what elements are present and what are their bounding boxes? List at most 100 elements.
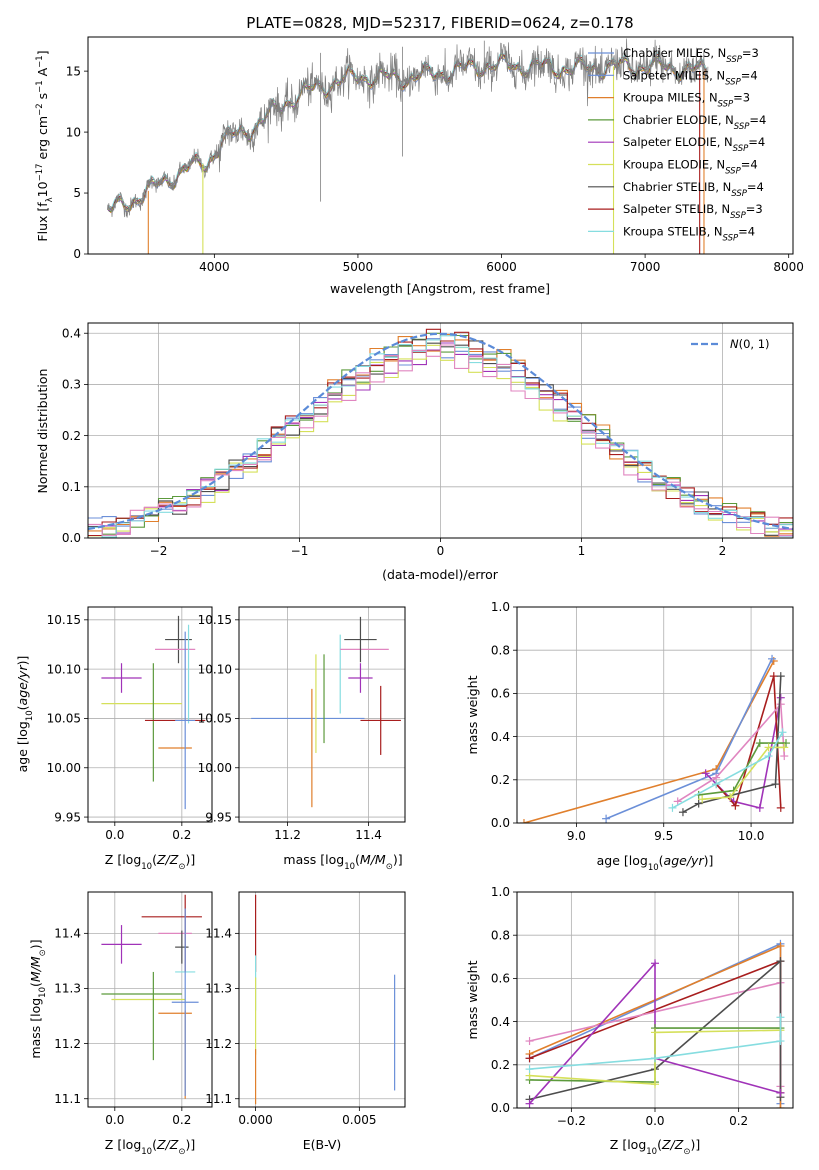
x-tick-label: 9.0 [567, 829, 586, 843]
plot-area-spectrum [107, 38, 709, 254]
x-tick-label: 1 [578, 544, 586, 558]
y-tick-label: 11.1 [54, 1092, 81, 1106]
plot-area-mass_vs_EBV [255, 894, 396, 1105]
y-tick-label: 0.6 [491, 687, 510, 701]
mass-weight-marker [525, 1037, 534, 1046]
y-tick-label: 1.0 [491, 600, 510, 614]
mass-weight-marker [731, 801, 740, 810]
x-tick-label: 0.005 [342, 1113, 376, 1127]
x-tick-label: 0.0 [645, 1114, 664, 1128]
y-tick-label: 0.3 [62, 378, 81, 392]
x-axis-label: E(B-V) [303, 1137, 342, 1152]
mass-weight-marker [651, 1054, 659, 1063]
y-tick-label: 10.10 [47, 662, 81, 676]
data-point [101, 925, 142, 964]
panel-age_vs_mass: 11.2 11.4 9.95 10.00 10.05 10.10 10.15 [198, 606, 406, 842]
mass-weight-marker [776, 1104, 785, 1108]
legend-entry: Salpeter STELIB, NSSP=3 [623, 202, 763, 221]
normal-distribution-curve [88, 332, 793, 531]
panel-residual_hist: −2 −1 0 1 2 0.0 0.1 0.2 0.3 0.4 N(0, 1) [62, 322, 794, 558]
legend-entry: Kroupa MILES, NSSP=3 [623, 91, 750, 110]
mass-weight-marker [768, 654, 777, 663]
x-tick-label: 0.000 [238, 1113, 272, 1127]
mass-weight-marker [694, 799, 703, 808]
mass-weight-marker [771, 780, 780, 789]
mass-weight-marker [698, 795, 707, 804]
mass-weight-marker [764, 752, 773, 761]
x-axis-label: age [log10(age/yr)] [597, 853, 714, 873]
x-tick-label: 11.4 [355, 828, 382, 842]
mass-weight-marker [525, 1054, 534, 1063]
data-point [360, 685, 401, 755]
data-point [348, 663, 373, 693]
y-tick-label: 0.0 [491, 1101, 510, 1115]
y-axis-label: Normed distribution [35, 369, 50, 494]
residual-legend: N(0, 1) [691, 337, 770, 351]
y-tick-label: 11.2 [205, 1037, 232, 1051]
residual-histogram-step [88, 328, 793, 537]
mass-weight-series-line [682, 676, 782, 813]
y-tick-label: 0 [73, 247, 81, 261]
x-tick-label: 8000 [773, 260, 804, 274]
y-tick-label: 11.1 [205, 1092, 232, 1106]
plot-area-residual_hist [88, 328, 793, 538]
x-tick-label: 7000 [630, 260, 661, 274]
y-tick-label: 0.4 [491, 730, 510, 744]
x-tick-label: 5000 [343, 260, 374, 274]
x-axis-label: Z [log10(Z/Z⊙)] [105, 852, 195, 872]
mass-weight-series-line [529, 1017, 782, 1070]
data-point [344, 616, 377, 663]
y-tick-label: 0.0 [62, 531, 81, 545]
axes-frame [238, 606, 406, 823]
y-tick-label: 10.05 [198, 712, 232, 726]
x-tick-label: −1 [291, 544, 309, 558]
y-tick-label: 0.4 [62, 326, 81, 340]
mass-weight-marker [776, 803, 785, 812]
y-tick-label: 11.4 [205, 927, 232, 941]
spectrum-legend: Chabrier MILES, NSSP=3 Salpeter MILES, NS… [588, 46, 766, 243]
x-axis-label: Z [log10(Z/Z⊙)] [610, 1137, 700, 1157]
x-tick-label: 10.0 [738, 829, 765, 843]
observed-spectrum-line [107, 38, 709, 218]
data-point [165, 615, 192, 664]
panel-mass_weight_vs_Z: −0.2 0.0 0.2 0.0 0.2 0.4 0.6 0.8 1.0 [491, 885, 794, 1128]
mass-weight-marker [701, 769, 710, 778]
mass-weight-marker [780, 743, 789, 752]
x-tick-label: 0 [437, 544, 445, 558]
mass-weight-marker [782, 739, 791, 748]
y-tick-label: 0.1 [62, 480, 81, 494]
mass-weight-marker [755, 803, 764, 812]
axes-frame [87, 891, 213, 1108]
y-axis-label: mass [log10(M/M⊙)] [28, 939, 48, 1058]
mass-weight-marker [776, 1013, 785, 1022]
data-point [101, 663, 142, 693]
legend-entry: Salpeter ELODIE, NSSP=4 [623, 135, 765, 154]
data-point [175, 930, 189, 964]
mass-weight-series-line [528, 961, 781, 1105]
y-tick-label: 0.2 [491, 773, 510, 787]
mass-weight-marker [651, 959, 659, 968]
mass-weight-series-line [672, 731, 784, 809]
mass-weight-marker [776, 672, 785, 681]
panel-mass_vs_EBV: 0.000 0.005 11.1 11.2 11.3 11.4 [205, 891, 406, 1127]
legend-entry: Chabrier STELIB, NSSP=4 [623, 180, 764, 199]
y-tick-label: 10.00 [47, 761, 81, 775]
x-tick-label: 0.2 [172, 1113, 191, 1127]
mass-weight-marker [780, 752, 789, 761]
legend-entry: N(0, 1) [730, 337, 770, 351]
mass-weight-marker [668, 803, 677, 812]
y-tick-label: 5 [73, 186, 81, 200]
mass-weight-marker [651, 1080, 659, 1089]
x-tick-label: 4000 [199, 260, 230, 274]
legend-entry: Chabrier ELODIE, NSSP=4 [623, 113, 766, 132]
panel-age_vs_Z: 0.0 0.2 9.95 10.00 10.05 10.10 10.15 [47, 606, 213, 842]
mass-weight-marker [602, 814, 611, 823]
panel-mass_weight_vs_age: 9.0 9.5 10.0 0.0 0.2 0.4 0.6 0.8 1.0 [491, 600, 794, 843]
figure-layer: PLATE=0828, MJD=52317, FIBERID=0624, z=0… [15, 14, 804, 1157]
residual-histogram-step [88, 344, 793, 536]
y-tick-label: 11.4 [54, 927, 81, 941]
y-tick-label: 10.00 [198, 761, 232, 775]
y-tick-label: 10 [66, 125, 81, 139]
y-tick-label: 9.95 [54, 810, 81, 824]
mass-weight-marker [712, 780, 721, 789]
